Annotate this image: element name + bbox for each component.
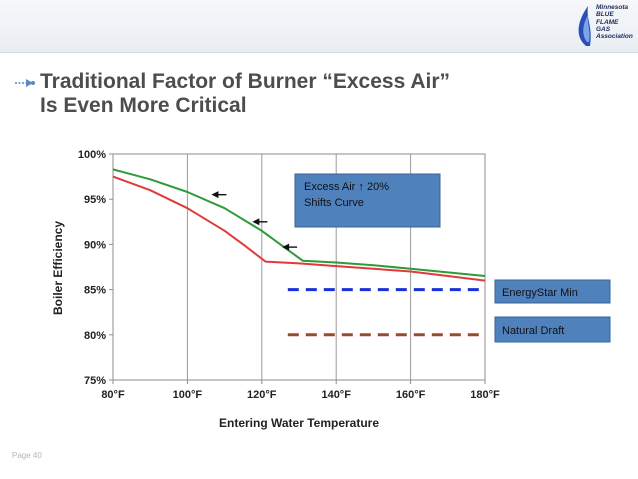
natural-draft-callout-box	[494, 316, 611, 343]
y-axis-label: Boiler Efficiency	[51, 221, 65, 315]
energystar-callout-box	[494, 279, 611, 304]
slide-title-line-1: Traditional Factor of Burner “Excess Air…	[40, 70, 450, 93]
efficiency-chart: 80°F 100°F 120°F 140°F 160°F 180°F 75% 80% 85% 90…	[51, 149, 611, 430]
logo-line: Association	[596, 33, 633, 41]
excess-air-callout-line-2: Shifts Curve	[304, 197, 364, 209]
shift-arrow-head	[282, 243, 290, 251]
callout-text-before: Excess Air	[304, 181, 356, 193]
series-layer	[112, 168, 486, 337]
natural-draft-callout-label: Natural Draft	[502, 325, 564, 337]
y-tick-label: 75%	[84, 375, 106, 387]
y-tick-label: 100%	[78, 149, 106, 161]
shift-left-arrow-icon	[211, 191, 227, 199]
header-band	[0, 0, 638, 53]
energystar-callout: EnergyStar Min	[494, 279, 611, 304]
blue-flame-highlight-icon	[583, 15, 590, 42]
x-tick-label: 120°F	[247, 389, 277, 401]
up-arrow-icon: ↑	[358, 181, 364, 193]
plot-area-border	[112, 153, 486, 381]
natural-draft-callout: Natural Draft	[494, 316, 611, 343]
logo-line: Minnesota	[596, 4, 629, 11]
energystar-callout-label: EnergyStar Min	[502, 287, 578, 299]
x-tick-label: 140°F	[321, 389, 351, 401]
baseline-curve	[112, 175, 486, 282]
callout-text-after: 20%	[367, 181, 389, 193]
x-tick-label: 80°F	[101, 389, 125, 401]
shift-arrow-head	[252, 218, 260, 226]
page-number: Page 40	[12, 451, 42, 460]
x-tick-label: 180°F	[470, 389, 500, 401]
slide-title-line-2: Is Even More Critical	[40, 94, 247, 117]
shift-left-arrow-icon	[282, 243, 298, 251]
x-axis-label: Entering Water Temperature	[219, 416, 379, 430]
logo-line: GAS	[596, 25, 611, 33]
excess-air-callout: Excess Air ↑ 20% Shifts Curve	[294, 173, 441, 228]
excess-air-callout-line-1: Excess Air ↑ 20%	[304, 181, 389, 193]
arrow-layer	[211, 191, 298, 251]
tick-layer: 80°F 100°F 120°F 140°F 160°F 180°F 75% 80% 85% 90…	[78, 149, 500, 401]
excess-air-callout-box	[294, 173, 441, 228]
x-tick-label: 160°F	[396, 389, 426, 401]
logo-line: FLAME	[596, 18, 619, 26]
bullet-arrow-icon	[15, 79, 35, 87]
y-tick-label: 90%	[84, 239, 106, 251]
y-tick-label: 95%	[84, 194, 106, 206]
slide-title: Traditional Factor of Burner “Excess Air…	[40, 70, 450, 118]
x-tick-label: 100°F	[173, 389, 203, 401]
shift-arrow-head	[211, 191, 219, 199]
y-tick-label: 80%	[84, 330, 106, 342]
y-tick-label: 85%	[84, 285, 106, 297]
logo-text: Minnesota BLUE FLAME GAS Association	[596, 4, 633, 40]
shift-left-arrow-icon	[252, 218, 268, 226]
excess-air-curve	[112, 168, 486, 277]
logo	[578, 6, 591, 46]
logo-line: BLUE	[596, 11, 614, 19]
